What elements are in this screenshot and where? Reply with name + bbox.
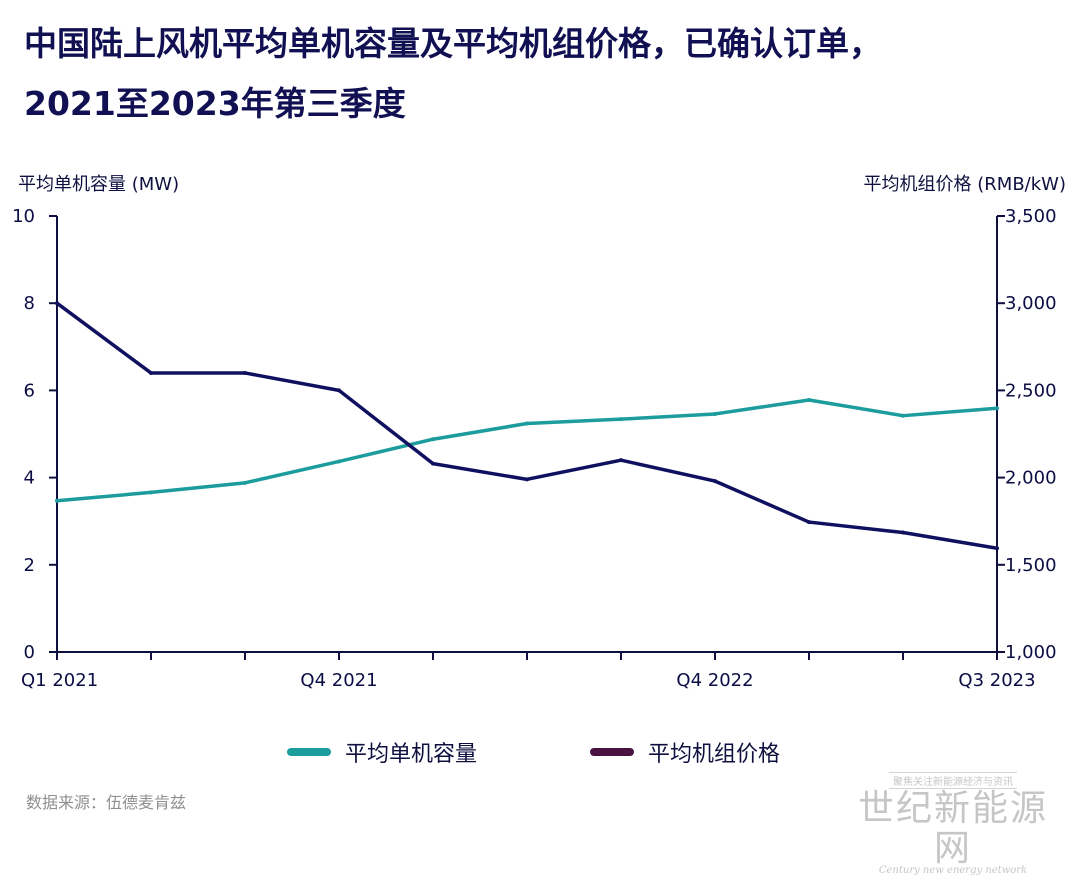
legend-item-capacity: 平均单机容量	[287, 736, 477, 768]
right-tick-label: 2,500	[1005, 380, 1057, 401]
price-point	[243, 370, 247, 375]
chart-title-line1: 中国陆上风机平均单机容量及平均机组价格，已确认订单，	[24, 24, 882, 63]
legend: 平均单机容量 平均机组价格	[0, 736, 1080, 772]
right-axis-title: 平均机组价格 (RMB/kW)	[863, 174, 1066, 195]
price-point	[807, 520, 811, 525]
capacity-point	[619, 417, 623, 422]
left-tick-label: 10	[12, 206, 35, 227]
legend-label-price: 平均机组价格	[648, 742, 781, 767]
capacity-point	[525, 421, 529, 426]
capacity-point	[901, 413, 905, 418]
source-note: 数据来源：伍德麦肯兹	[26, 793, 187, 812]
left-tick-label: 4	[24, 468, 35, 489]
watermark-name: 世纪新能源网	[857, 788, 1048, 869]
capacity-point	[995, 406, 999, 411]
right-tick-label: 3,500	[1005, 206, 1057, 227]
right-tick-label: 1,000	[1005, 642, 1057, 663]
x-tick-label: Q4 2021	[300, 670, 377, 691]
left-tick-label: 6	[24, 380, 35, 401]
price-point	[619, 458, 623, 463]
right-tick-label: 1,500	[1005, 555, 1057, 576]
chart-title: 中国陆上风机平均单机容量及平均机组价格，已确认订单， 2021至2023年第三季…	[24, 14, 1064, 134]
series-line-capacity	[56, 398, 998, 503]
watermark-english: Century new energy network	[878, 865, 1028, 876]
price-point	[431, 461, 435, 466]
capacity-point	[713, 411, 717, 416]
left-tick-label: 8	[24, 293, 35, 314]
price-point	[55, 301, 59, 306]
series-line-price	[55, 301, 998, 550]
capacity-point	[55, 498, 59, 503]
capacity-point	[149, 490, 153, 495]
x-tick-label: Q3 2023	[958, 670, 1035, 691]
right-tick-label: 3,000	[1005, 293, 1057, 314]
legend-swatch-capacity	[287, 748, 331, 756]
left-tick-label: 2	[24, 555, 35, 576]
legend-label-capacity: 平均单机容量	[345, 742, 478, 767]
price-point	[337, 388, 341, 393]
capacity-point	[243, 480, 247, 485]
right-tick-label: 2,000	[1005, 468, 1057, 489]
capacity-point	[431, 437, 435, 442]
left-tick-label: 0	[24, 642, 35, 663]
capacity-point	[807, 397, 811, 402]
price-point	[525, 477, 529, 482]
legend-swatch-price	[590, 748, 634, 756]
price-point	[901, 530, 905, 535]
price-point	[149, 370, 153, 375]
price-point	[995, 546, 999, 551]
x-tick-label: Q1 2021	[21, 670, 98, 691]
capacity-point	[337, 459, 341, 464]
left-axis-title: 平均单机容量 (MW)	[18, 174, 180, 195]
chart-title-line2: 2021至2023年第三季度	[24, 84, 406, 123]
price-point	[713, 479, 717, 484]
line-chart: 0 2 4 6 8 10 1,000 1,500 2,000 2,500 3,000 3,500 Q1 …	[12, 206, 1057, 691]
legend-item-price: 平均机组价格	[590, 736, 780, 768]
x-tick-label: Q4 2022	[676, 670, 753, 691]
watermark-tagline: 聚焦关注新能源经济与资讯	[889, 772, 1017, 789]
watermark-logo: 聚焦关注新能源经济与资讯 世纪新能源网 Century new energy n…	[848, 770, 1058, 876]
